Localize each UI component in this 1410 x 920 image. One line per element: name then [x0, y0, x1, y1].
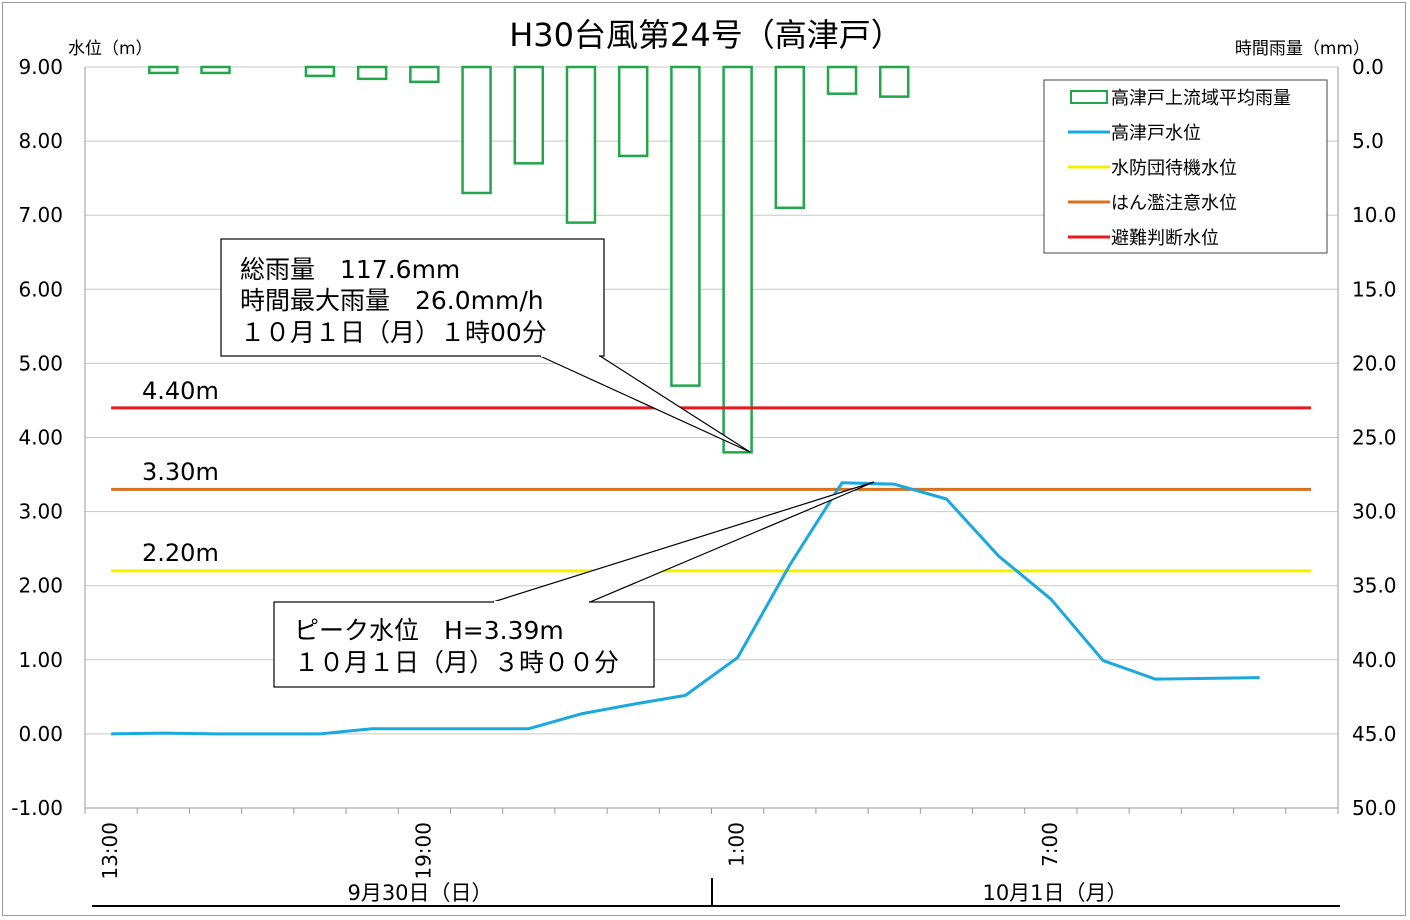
level-label-flood-caution: 3.30m	[142, 458, 219, 486]
y-left-tick-label: 8.00	[18, 129, 63, 153]
rain-bar	[356, 65, 388, 81]
rain-bar	[774, 65, 806, 210]
tick-labels: 9.008.007.006.005.004.003.002.001.000.00…	[11, 55, 1396, 880]
y-right-tick-label: 15.0	[1352, 277, 1397, 301]
y-right-tick-label: 20.0	[1352, 351, 1397, 375]
legend-label: はん濫注意水位	[1111, 193, 1237, 214]
rain-callout-line-1: 総雨量 117.6mm	[240, 255, 460, 284]
legend-swatch	[1070, 90, 1108, 104]
rain-bar	[565, 65, 597, 224]
x-tick-label: 13:00	[98, 822, 122, 880]
peak-callout-pointer	[492, 481, 875, 603]
rain-callout-line-2: 時間最大雨量 26.0mm/h	[240, 286, 544, 315]
y-right-tick-label: 0.0	[1352, 55, 1384, 79]
water-level-line	[111, 481, 1260, 736]
y-left-tick-label: 1.00	[18, 648, 63, 672]
rain-bar	[513, 65, 545, 165]
y-right-tick-label: 10.0	[1352, 203, 1397, 227]
y-left-tick-label: -1.00	[11, 796, 63, 820]
y-left-tick-label: 2.00	[18, 574, 63, 598]
date-label-sep30: 9月30日（日）	[347, 881, 492, 905]
y-left-tick-label: 4.00	[18, 426, 63, 450]
y-right-axis-label: 時間雨量（mm）	[1235, 39, 1370, 59]
legend-label: 避難判断水位	[1111, 228, 1219, 249]
y-right-tick-label: 35.0	[1352, 574, 1397, 598]
chart-title: H30台風第24号（高津戸）	[509, 16, 903, 54]
y-left-tick-label: 3.00	[18, 500, 63, 524]
y-right-tick-label: 30.0	[1352, 500, 1397, 524]
peak-callout-box	[273, 601, 655, 688]
threshold-lines	[111, 406, 1311, 573]
y-left-tick-label: 9.00	[18, 55, 63, 79]
rain-callout-line-3: １０月１日（月）１時00分	[240, 318, 547, 347]
level-label-evacuation: 4.40m	[142, 377, 219, 405]
peak-callout-line-2: １０月１日（月）３時００分	[294, 648, 619, 677]
text-labels: H30台風第24号（高津戸） 水位（m） 時間雨量（mm） 4.40m 3.30…	[68, 16, 1370, 567]
date-row: 9月30日（日） 10月1日（月）	[92, 878, 1340, 907]
rain-bar	[148, 65, 179, 75]
water-level-polyline	[111, 481, 1260, 736]
rain-bar	[826, 65, 858, 95]
rain-callout-box	[220, 238, 605, 357]
y-right-tick-label: 45.0	[1352, 722, 1397, 746]
y-left-axis-label: 水位（m）	[68, 39, 153, 59]
level-label-standby: 2.20m	[142, 539, 219, 567]
y-left-tick-label: 7.00	[18, 203, 63, 227]
rain-bar	[304, 65, 336, 78]
y-right-tick-label: 40.0	[1352, 648, 1397, 672]
y-left-tick-label: 6.00	[18, 277, 63, 301]
x-tick-label: 7:00	[1038, 822, 1062, 867]
rain-bar	[878, 65, 910, 98]
rain-bar	[461, 65, 492, 195]
rainfall-bars	[148, 65, 910, 454]
legend-label: 高津戸水位	[1111, 123, 1201, 144]
rain-bar	[670, 65, 701, 387]
legend-label: 水防団待機水位	[1111, 158, 1237, 179]
peak-callout-line-1: ピーク水位 H=3.39m	[294, 616, 564, 645]
y-right-tick-label: 50.0	[1352, 796, 1397, 820]
y-right-tick-label: 25.0	[1352, 426, 1397, 450]
rain-bar	[722, 65, 753, 454]
date-label-oct1: 10月1日（月）	[982, 881, 1127, 905]
annotations: 総雨量 117.6mm 時間最大雨量 26.0mm/h １０月１日（月）１時00…	[220, 238, 875, 688]
rain-bar	[409, 65, 440, 84]
rain-bar	[200, 65, 231, 75]
x-tick-label: 19:00	[411, 822, 435, 880]
y-left-tick-label: 5.00	[18, 351, 63, 375]
x-tick-label: 1:00	[725, 822, 749, 867]
rain-bar	[617, 65, 649, 158]
axes	[84, 67, 1339, 814]
y-right-tick-label: 5.0	[1352, 129, 1384, 153]
y-left-tick-label: 0.00	[18, 722, 63, 746]
legend-label: 高津戸上流域平均雨量	[1111, 88, 1291, 109]
